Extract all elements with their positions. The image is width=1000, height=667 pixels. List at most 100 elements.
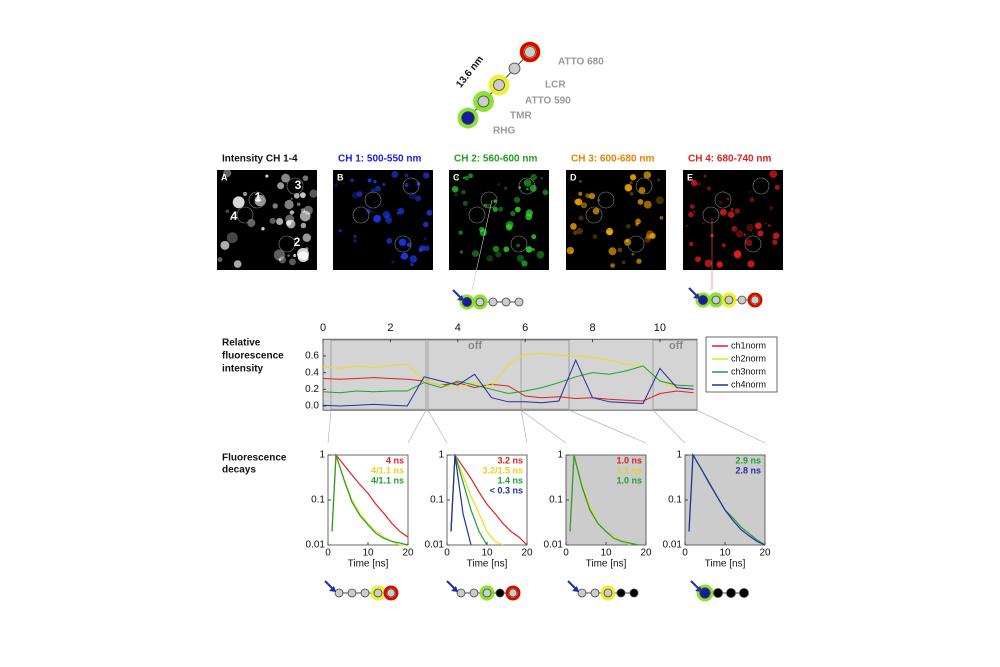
roi [394, 235, 412, 253]
bead [750, 295, 760, 305]
spot [540, 177, 543, 180]
x-tick-label: 0 [444, 548, 450, 559]
series-line [322, 377, 694, 402]
spot [220, 240, 230, 250]
spot [726, 197, 730, 201]
plot-area [322, 338, 698, 411]
spot [302, 233, 311, 242]
bead [456, 588, 466, 598]
bead [524, 46, 536, 58]
y-tick-label: 0.0 [305, 401, 319, 412]
arrow-head [695, 586, 702, 592]
spot [521, 260, 528, 267]
spot [530, 173, 538, 181]
x-axis-label: Time [ns] [586, 559, 627, 570]
arrow [446, 580, 456, 590]
spot [382, 182, 386, 187]
x-axis-label: Time [ns] [348, 559, 389, 570]
series-line [450, 454, 472, 546]
spot [504, 186, 508, 190]
roi [364, 191, 382, 209]
spot [719, 208, 727, 216]
bead [514, 297, 524, 307]
trace-label: fluorescence [222, 351, 284, 362]
legend-label: ch4norm [731, 379, 766, 389]
arrow [690, 580, 700, 590]
spot [272, 203, 278, 209]
spot [772, 239, 778, 245]
spot [462, 176, 465, 179]
spot [415, 195, 422, 202]
spot [486, 203, 491, 208]
series-line [688, 452, 766, 546]
roi [278, 235, 296, 253]
x-tick-label: 10 [719, 548, 731, 559]
spot [750, 229, 753, 232]
spot [635, 218, 641, 225]
spot [727, 211, 735, 218]
spot [300, 222, 307, 229]
spot [309, 189, 318, 198]
spot [629, 174, 637, 181]
spot [503, 246, 510, 253]
spot [578, 191, 583, 196]
arrow-head [451, 586, 458, 592]
spot [374, 185, 381, 192]
construct-chain [324, 580, 399, 601]
spot [391, 171, 399, 178]
spot [686, 224, 689, 227]
zoom-link [327, 410, 332, 444]
arrow [688, 287, 698, 297]
legend-label: ch2norm [731, 353, 766, 363]
spot [572, 230, 578, 236]
spot [273, 249, 286, 261]
spot [649, 232, 656, 239]
spot [406, 242, 412, 248]
bead [711, 295, 721, 305]
spot [455, 175, 459, 179]
y-tick-label: 0.01 [663, 540, 683, 551]
bead [360, 588, 370, 598]
spot [404, 183, 409, 188]
arrow [324, 580, 334, 590]
spot [659, 215, 664, 220]
series-line [322, 352, 694, 390]
spot [278, 256, 287, 264]
spot [299, 210, 311, 222]
panel-letter: B [337, 172, 344, 182]
series-line [322, 358, 694, 407]
spot [281, 173, 291, 183]
spot [576, 227, 584, 235]
spot [399, 239, 405, 245]
x-axis-label: Time [ns] [467, 559, 508, 570]
spot-number: 2 [294, 235, 301, 249]
image-row: A B C D E 1 2 3 4 [217, 169, 783, 291]
legend [705, 336, 778, 393]
bead [501, 297, 511, 307]
spot [689, 204, 695, 210]
spot [505, 224, 513, 231]
arrow-head [572, 586, 579, 592]
zoom-link [568, 409, 647, 444]
pointer [471, 199, 493, 291]
spot [703, 174, 707, 178]
y-tick-label: 0.1 [430, 495, 444, 506]
spot [399, 255, 403, 259]
lifetime: 3.2 ns [497, 455, 523, 465]
spot [356, 191, 363, 197]
spot [578, 215, 584, 221]
spot [629, 192, 634, 196]
dye-label: ATTO 590 [525, 96, 571, 107]
spot [410, 263, 414, 267]
ring [383, 585, 399, 601]
spot [497, 183, 500, 186]
roi [510, 235, 528, 253]
spot [579, 180, 582, 183]
bead [577, 588, 587, 598]
bead [508, 62, 521, 75]
spot [303, 205, 313, 215]
length-label: 13.6 nm [454, 54, 486, 90]
arrow-head [329, 586, 336, 592]
spot [733, 250, 742, 258]
spot [459, 250, 464, 254]
